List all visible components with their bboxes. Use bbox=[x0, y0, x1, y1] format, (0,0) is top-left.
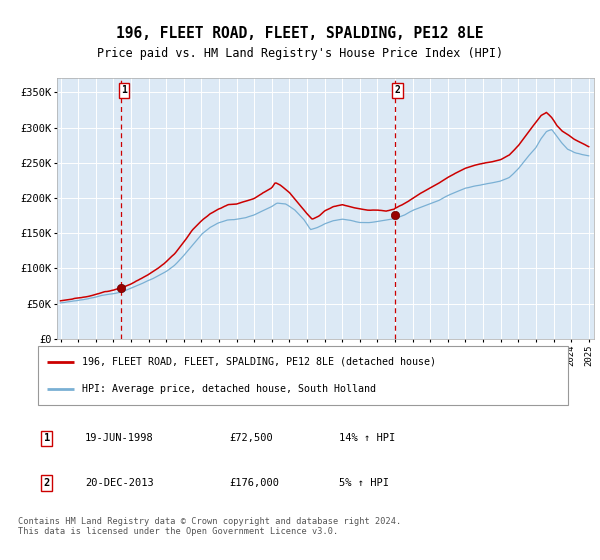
Text: 14% ↑ HPI: 14% ↑ HPI bbox=[339, 433, 395, 444]
Text: 2: 2 bbox=[394, 85, 400, 95]
Text: 196, FLEET ROAD, FLEET, SPALDING, PE12 8LE: 196, FLEET ROAD, FLEET, SPALDING, PE12 8… bbox=[116, 26, 484, 41]
Text: Contains HM Land Registry data © Crown copyright and database right 2024.
This d: Contains HM Land Registry data © Crown c… bbox=[18, 517, 401, 536]
Text: £72,500: £72,500 bbox=[230, 433, 274, 444]
Text: 19-JUN-1998: 19-JUN-1998 bbox=[85, 433, 154, 444]
Text: 1: 1 bbox=[121, 85, 127, 95]
FancyBboxPatch shape bbox=[38, 346, 568, 405]
Text: 2: 2 bbox=[44, 478, 50, 488]
Text: HPI: Average price, detached house, South Holland: HPI: Average price, detached house, Sout… bbox=[82, 384, 376, 394]
Text: 1: 1 bbox=[44, 433, 50, 444]
Text: 196, FLEET ROAD, FLEET, SPALDING, PE12 8LE (detached house): 196, FLEET ROAD, FLEET, SPALDING, PE12 8… bbox=[82, 357, 436, 367]
Text: 5% ↑ HPI: 5% ↑ HPI bbox=[339, 478, 389, 488]
Text: £176,000: £176,000 bbox=[230, 478, 280, 488]
Text: 20-DEC-2013: 20-DEC-2013 bbox=[85, 478, 154, 488]
Text: Price paid vs. HM Land Registry's House Price Index (HPI): Price paid vs. HM Land Registry's House … bbox=[97, 46, 503, 60]
